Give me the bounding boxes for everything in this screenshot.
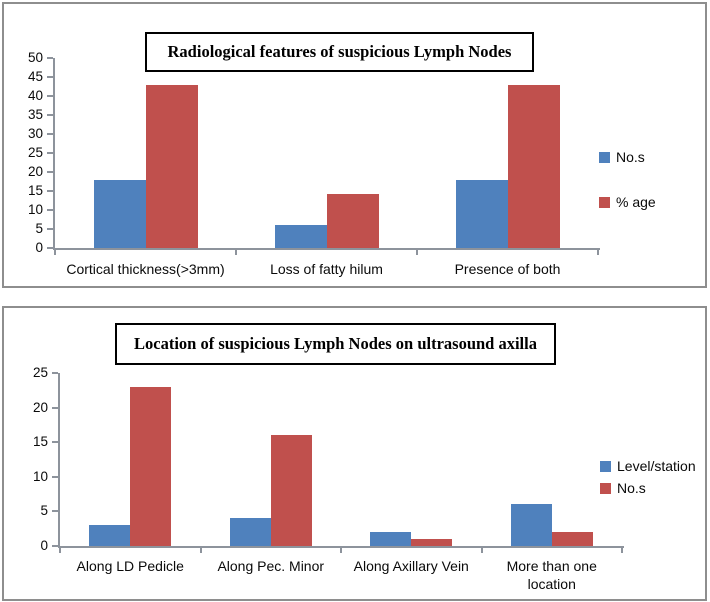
y-tick	[47, 190, 53, 192]
series-nos-swatch-icon	[600, 482, 611, 494]
y-tick-label: 20	[32, 399, 48, 415]
y-tick-label: 10	[32, 468, 48, 484]
y-tick-label: 5	[35, 221, 43, 236]
bar-series2-cat2	[326, 193, 379, 248]
x-tick	[597, 250, 599, 255]
y-tick-label: 15	[32, 434, 48, 450]
y-tick	[52, 372, 58, 374]
category-label: Presence of both	[454, 261, 561, 277]
series-level-station-swatch-icon	[600, 460, 611, 472]
x-axis	[58, 546, 624, 548]
legend-item-nos: No.s	[599, 149, 645, 165]
category-label: Along LD Pedicle	[76, 558, 184, 574]
y-tick-label: 15	[27, 183, 43, 198]
y-tick-label: 25	[27, 145, 43, 160]
y-tick	[47, 133, 53, 135]
series-nos-swatch-icon	[599, 151, 610, 163]
legend-label: Level/station	[617, 458, 696, 474]
y-tick	[47, 247, 53, 249]
y-tick-label: 30	[27, 126, 43, 141]
x-tick	[416, 250, 418, 255]
y-tick	[52, 510, 58, 513]
x-tick	[54, 250, 56, 255]
bar-series1-cat1	[93, 179, 146, 248]
category-label: Cortical thickness(>3mm)	[66, 261, 225, 277]
chart-title: Radiological features of suspicious Lymp…	[145, 32, 534, 72]
y-tick	[47, 152, 53, 154]
bar-series2-cat1	[145, 84, 198, 248]
x-tick	[235, 250, 237, 255]
y-tick	[47, 114, 53, 116]
y-tick-label: 10	[27, 202, 43, 217]
legend-label: % age	[616, 194, 656, 210]
bar-series2-cat4	[551, 532, 593, 546]
y-tick	[52, 441, 58, 444]
chart-panel-radiological-features: Radiological features of suspicious Lymp…	[2, 2, 707, 288]
legend-label: No.s	[617, 480, 646, 496]
category-label: More than one location	[506, 558, 597, 592]
bar-series1-cat4	[510, 504, 552, 546]
bar-series2-cat1	[130, 386, 172, 546]
series-percentage-swatch-icon	[599, 196, 610, 208]
plot-area: 0 5 10 15 20 25 Along LD Pedicle Along Pec. Min…	[4, 308, 705, 599]
y-tick	[47, 171, 53, 173]
legend-item-percentage: % age	[599, 194, 656, 210]
plot-area: 0 5 10 15 20 25 30 35 40 45 50 Cortical thickness(>…	[4, 4, 705, 286]
bar-series1-cat3	[455, 179, 508, 248]
bar-series1-cat2	[274, 225, 327, 248]
y-tick	[47, 209, 53, 211]
legend-label: No.s	[616, 149, 645, 165]
y-tick-label: 50	[27, 50, 43, 65]
bar-series2-cat2	[270, 435, 312, 546]
y-tick	[52, 545, 58, 547]
x-tick	[199, 548, 202, 553]
y-tick	[47, 95, 53, 97]
bar-series2-cat3	[411, 539, 453, 546]
bar-series1-cat3	[370, 532, 412, 546]
y-tick-label: 45	[27, 69, 43, 84]
y-tick-label: 5	[40, 503, 48, 519]
x-tick	[59, 548, 61, 553]
y-tick-label: 35	[27, 107, 43, 122]
legend-item-level-station: Level/station	[600, 458, 696, 474]
bar-series2-cat3	[507, 84, 560, 248]
bar-series1-cat2	[229, 518, 271, 546]
x-tick	[480, 548, 483, 553]
y-tick-label: 40	[27, 88, 43, 103]
y-axis	[58, 373, 60, 548]
category-label: Along Pec. Minor	[217, 558, 325, 574]
category-label: Loss of fatty hilum	[270, 261, 383, 277]
y-axis	[53, 58, 55, 250]
y-tick-label: 20	[27, 164, 43, 179]
chart-panel-location-ultrasound: Location of suspicious Lymph Nodes on ul…	[2, 306, 707, 601]
y-tick	[47, 76, 53, 78]
y-tick-label: 0	[40, 538, 48, 553]
y-tick	[47, 228, 53, 230]
category-label: Along Axillary Vein	[353, 558, 469, 574]
bar-series1-cat1	[89, 525, 131, 546]
y-tick	[47, 57, 53, 59]
x-tick	[621, 548, 623, 553]
y-tick	[52, 406, 58, 409]
legend-item-nos: No.s	[600, 480, 646, 496]
x-axis	[53, 248, 600, 250]
x-tick	[340, 548, 342, 553]
y-tick-label: 25	[32, 365, 48, 380]
y-tick-label: 0	[35, 240, 43, 255]
chart-title: Location of suspicious Lymph Nodes on ul…	[115, 323, 556, 365]
y-tick	[52, 475, 58, 478]
